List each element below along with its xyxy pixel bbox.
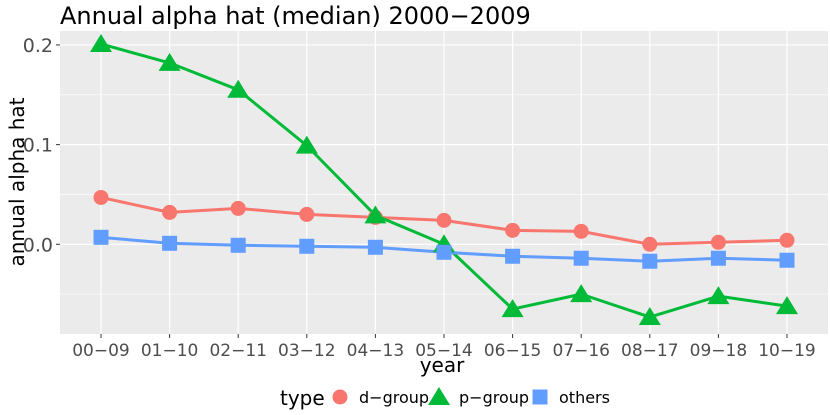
legend-label: others (559, 388, 610, 407)
data-point-square (436, 244, 452, 260)
data-point-square (367, 239, 383, 255)
y-axis: 0.0 0.1 0.2 (23, 35, 60, 256)
data-point-triangle (570, 284, 593, 303)
data-point-circle (573, 223, 589, 239)
data-point-triangle (638, 307, 661, 326)
data-point-triangle (501, 299, 524, 318)
x-tick-label: 02−11 (209, 341, 267, 361)
data-point-square (573, 250, 589, 266)
data-point-circle (299, 206, 315, 222)
data-point-circle (710, 234, 726, 250)
data-point-circle (93, 189, 109, 205)
data-point-square (779, 252, 795, 268)
x-tick-label: 07−16 (552, 341, 610, 361)
data-point-circle (332, 389, 348, 405)
data-point-square (93, 229, 109, 245)
y-tick-label: 0.1 (23, 135, 53, 157)
x-axis-label: year (420, 353, 465, 377)
data-point-square (162, 235, 178, 251)
x-tick-label: 06−15 (484, 341, 542, 361)
data-point-circle (779, 232, 795, 248)
data-point-circle (505, 222, 521, 238)
data-point-triangle (776, 296, 798, 315)
legend-item: p−group (428, 387, 529, 407)
legend-label: d−group (359, 388, 429, 407)
y-tick-label: 0.0 (23, 234, 53, 256)
x-tick-label: 09−18 (690, 341, 748, 361)
data-point-square (532, 389, 548, 405)
data-point-triangle (295, 135, 318, 154)
legend-item: d−group (332, 388, 429, 407)
data-point-triangle (158, 52, 181, 71)
series-layer (90, 33, 798, 326)
data-point-square (230, 237, 246, 253)
data-point-circle (642, 236, 658, 252)
data-point-triangle (364, 205, 387, 224)
x-tick-label: 03−12 (278, 341, 336, 361)
x-tick-label: 00−09 (72, 341, 130, 361)
data-point-circle (436, 212, 452, 228)
data-point-triangle (227, 79, 250, 98)
x-tick-label: 10−19 (758, 341, 816, 361)
x-tick-label: 08−17 (621, 341, 679, 361)
series-markers-square (93, 229, 795, 269)
data-point-square (642, 253, 658, 269)
x-axis: 00−09 01−10 02−11 03−12 04−13 05−14 06−15 07−16… (72, 334, 816, 361)
data-point-circle (162, 204, 178, 220)
data-point-square (710, 250, 726, 266)
data-point-square (299, 238, 315, 254)
legend-label: p−group (459, 388, 529, 407)
data-point-triangle (428, 387, 450, 405)
x-tick-label: 04−13 (347, 341, 405, 361)
legend-items: d−group p−group others (332, 387, 610, 407)
y-axis-label: annual alpha hat (5, 97, 29, 266)
y-tick-label: 0.2 (23, 35, 53, 57)
data-point-circle (230, 200, 246, 216)
legend: type d−group p−group others (280, 386, 610, 410)
legend-title: type (280, 386, 325, 410)
x-tick-label: 01−10 (141, 341, 199, 361)
data-point-triangle (90, 33, 112, 52)
x-tick-label: 05−14 (415, 341, 473, 361)
data-point-triangle (707, 286, 730, 305)
data-point-square (505, 248, 521, 264)
chart-title: Annual alpha hat (median) 2000−2009 (60, 2, 531, 30)
legend-item: others (532, 388, 610, 407)
